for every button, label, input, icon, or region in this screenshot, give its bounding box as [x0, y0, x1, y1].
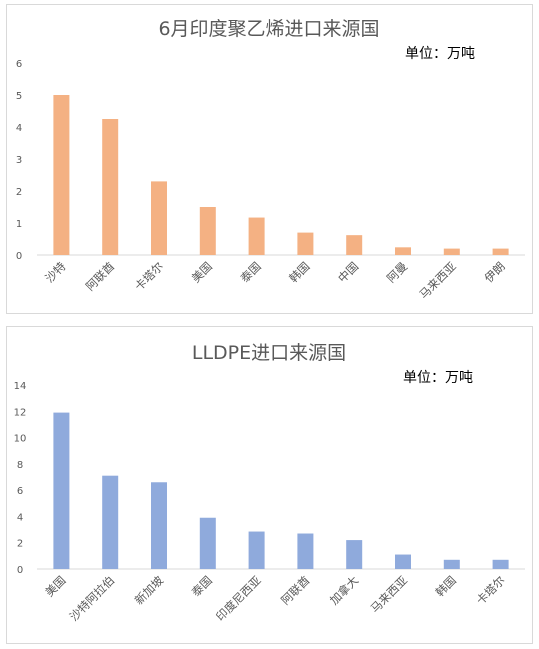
chart-2-bar	[53, 412, 70, 569]
chart-1-svg: 6月印度聚乙烯进口来源国 单位：万吨 0 1 2 3 4 5 6 沙特 阿联酋 卡塔尔 美国 泰国 韩国…	[16, 18, 525, 302]
chart-1-ytick-label: 3	[16, 155, 22, 166]
chart-1-xtick-label: 阿联酋	[83, 259, 117, 293]
chart-1-xtick-label: 阿曼	[384, 259, 410, 285]
chart-2-bar	[492, 559, 509, 569]
chart-1-bar	[151, 181, 167, 255]
chart-1-xtick-label: 沙特	[42, 259, 69, 286]
chart-1-ytick-label: 2	[16, 187, 22, 198]
chart-1-xtick-label: 卡塔尔	[132, 259, 166, 293]
chart-2-xtick-label: 加拿大	[327, 573, 362, 608]
chart-1-bar	[492, 248, 509, 255]
chart-2-bar	[248, 531, 265, 569]
chart-1-bar	[395, 247, 411, 255]
chart-2-title: LLDPE进口来源国	[192, 342, 346, 364]
chart-2-ytick-label: 12	[14, 407, 27, 418]
chart-1-bar	[248, 217, 265, 255]
chart-2-bar	[102, 475, 119, 569]
chart-panel-1: 6月印度聚乙烯进口来源国 单位：万吨 0 1 2 3 4 5 6 沙特 阿联酋 卡塔尔 美国 泰国 韩国…	[6, 4, 533, 314]
chart-2-ytick-label: 10	[14, 434, 27, 445]
chart-1-bar	[297, 232, 314, 255]
chart-2-ytick-label: 4	[17, 512, 23, 523]
chart-1-bar	[53, 95, 70, 255]
chart-2-bar	[297, 533, 314, 569]
chart-1-ytick-label: 1	[16, 219, 22, 230]
chart-2-xtick-label: 阿联酋	[278, 573, 312, 607]
chart-2-bar	[151, 482, 167, 569]
chart-2-bar	[443, 559, 460, 569]
chart-2-xtick-label: 新加坡	[132, 573, 167, 608]
chart-1-ytick-label: 5	[16, 91, 22, 102]
chart-1-xtick-label: 美国	[189, 259, 215, 285]
chart-1-xtick-label: 伊朗	[482, 259, 508, 285]
chart-2-bar	[199, 517, 216, 569]
chart-1-xtick-label: 韩国	[286, 259, 312, 285]
chart-1-ytick-label: 6	[16, 59, 22, 70]
chart-1-bar	[443, 248, 460, 255]
chart-2-xtick-label: 马来西亚	[368, 573, 410, 615]
chart-2-bar	[395, 554, 411, 569]
chart-2-ytick-label: 14	[14, 381, 27, 392]
chart-1-ytick-label: 4	[16, 123, 22, 134]
chart-1-xtick-label: 泰国	[238, 259, 264, 285]
chart-1-ytick-label: 0	[16, 251, 22, 262]
chart-panel-2: LLDPE进口来源国 单位：万吨 0 2 4 6 8 10 12 14 美国 沙特阿拉伯 新加坡 泰国…	[6, 326, 533, 644]
chart-2-bar	[346, 540, 363, 569]
chart-2-xtick-label: 美国	[42, 573, 68, 599]
chart-1-xtick-label: 马来西亚	[416, 259, 458, 301]
chart-1-bar	[346, 235, 363, 255]
chart-2-ytick-label: 6	[17, 486, 23, 497]
chart-2-xtick-label: 泰国	[189, 573, 215, 599]
chart-1-bar	[102, 119, 119, 255]
chart-2-ytick-label: 8	[17, 460, 23, 471]
chart-1-unit-label: 单位：万吨	[405, 46, 475, 62]
chart-2-xtick-label: 卡塔尔	[473, 573, 507, 607]
chart-2-xtick-label: 沙特阿拉伯	[67, 573, 118, 624]
chart-1-bar	[199, 207, 216, 255]
chart-2-xtick-label: 印度尼西亚	[213, 573, 264, 624]
chart-2-ytick-label: 2	[17, 539, 23, 550]
chart-1-title: 6月印度聚乙烯进口来源国	[158, 18, 379, 40]
chart-2-unit-label: 单位：万吨	[403, 370, 473, 386]
chart-2-xtick-label: 韩国	[433, 573, 459, 599]
chart-2-ytick-label: 0	[17, 565, 23, 576]
chart-1-xtick-label: 中国	[335, 259, 361, 285]
